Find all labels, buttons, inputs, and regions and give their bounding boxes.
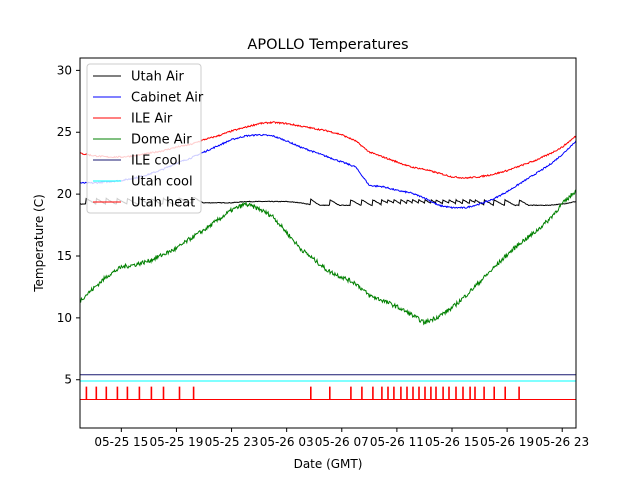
legend-label: Utah cool (131, 175, 193, 190)
chart-title: APOLLO Temperatures (247, 37, 408, 53)
x-tick-label: 05-26 19 (480, 435, 534, 449)
y-tick-label: 25 (57, 125, 72, 139)
x-tick-label: 05-26 07 (315, 435, 369, 449)
legend-label: ILE cool (131, 154, 181, 169)
x-tick-label: 05-25 15 (94, 435, 148, 449)
x-tick-label: 05-25 23 (205, 435, 259, 449)
x-tick-label: 05-25 19 (149, 435, 203, 449)
legend-label: Dome Air (131, 133, 192, 148)
x-tick-label: 05-26 11 (370, 435, 424, 449)
y-tick-label: 30 (57, 63, 72, 77)
legend-label: Utah heat (131, 196, 195, 211)
legend-box (86, 63, 202, 214)
series-utah-heat (80, 386, 576, 401)
y-axis: 5 10 15 20 25 30 (57, 63, 80, 387)
axes-frame (79, 57, 577, 429)
y-tick-label: 10 (57, 311, 72, 325)
y-axis-label: Temperature (C) (32, 194, 46, 293)
y-tick-label: 5 (64, 373, 72, 387)
y-tick-label: 15 (57, 249, 72, 263)
x-tick-label: 05-26 23 (535, 435, 589, 449)
x-tick-label: 05-26 03 (260, 435, 314, 449)
y-tick-label: 20 (57, 187, 72, 201)
x-tick-label: 05-26 15 (425, 435, 479, 449)
series-dome-air (79, 189, 577, 326)
legend-label: Utah Air (131, 70, 184, 85)
legend: Utah Air Cabinet Air ILE Air Dome Air ILE co… (86, 63, 204, 214)
legend-label: ILE Air (131, 112, 173, 127)
x-axis-label: Date (GMT) (294, 457, 363, 471)
legend-label: Cabinet Air (131, 91, 204, 106)
x-axis: 05-25 15 05-25 19 05-25 23 05-26 03 05-26 07… (94, 428, 589, 449)
